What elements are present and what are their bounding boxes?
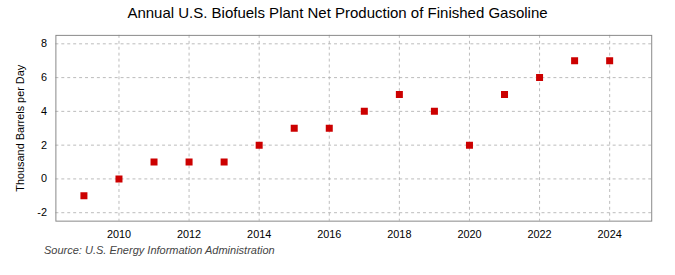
html-text:Source: U.S. Energy Informatio: Source: U.S. Energy Information Administ…: [44, 244, 275, 257]
html-text:Annual U.S. Biofuels Plant Net: Annual U.S. Biofuels Plant Net Productio…: [127, 4, 548, 21]
svg-text:2018: 2018: [387, 228, 411, 240]
svg-text:2014: 2014: [247, 228, 271, 240]
svg-text:6: 6: [41, 71, 47, 83]
svg-text:2024: 2024: [598, 228, 622, 240]
svg-text:-2: -2: [37, 206, 47, 218]
svg-text:8: 8: [41, 37, 47, 49]
svg-text:2010: 2010: [107, 228, 131, 240]
svg-text:2012: 2012: [177, 228, 201, 240]
svg-text:2022: 2022: [527, 228, 551, 240]
svg-text:2: 2: [41, 139, 47, 151]
svg-text:2020: 2020: [457, 228, 481, 240]
svg-text:Thousand Barrels per Day: Thousand Barrels per Day: [14, 64, 26, 191]
svg-text:0: 0: [41, 172, 47, 184]
svg-text:2016: 2016: [317, 228, 341, 240]
svg-text:4: 4: [41, 105, 47, 117]
